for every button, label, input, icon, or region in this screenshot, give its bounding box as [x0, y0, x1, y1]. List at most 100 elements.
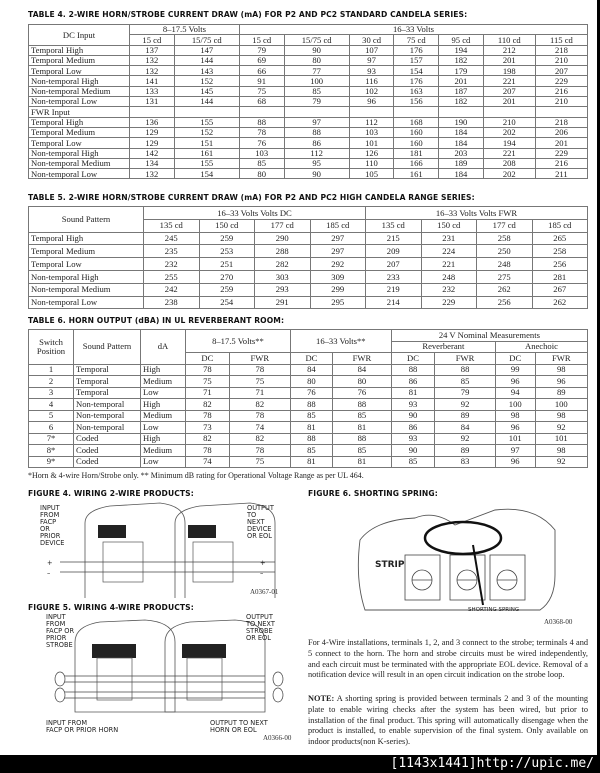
table-cell: 136	[129, 116, 175, 128]
table-cell: 101	[494, 432, 536, 445]
table-cell: 88	[390, 363, 436, 376]
table-cell: 142	[129, 147, 175, 159]
group-header: 16–33 Volts Volts FWR	[365, 206, 588, 220]
table-cell: Medium	[140, 444, 186, 457]
dc-header: DC	[185, 352, 230, 365]
table-cell: 82	[228, 398, 291, 411]
table-cell: 155	[173, 116, 240, 128]
table-cell: 93	[390, 432, 436, 445]
table-cell: 88	[238, 116, 285, 128]
table4-title: TABLE 4. 2-WIRE HORN/STROBE CURRENT DRAW…	[28, 10, 468, 19]
table-cell: 71	[185, 386, 230, 399]
table-cell: 210	[482, 116, 536, 128]
anechoic-header: Anechoic	[494, 340, 589, 353]
table-row: Temporal High 136 155 88 97 112 168 190 210 218	[28, 116, 589, 128]
row-label: Non-temporal Low	[28, 96, 130, 108]
table-cell: 98	[534, 363, 589, 376]
table-cell: 214	[365, 295, 422, 310]
table-cell: 143	[173, 65, 240, 77]
figure6-code: A0368-00	[544, 618, 573, 626]
figure4-input-label: INPUT FROM FACP OR PRIOR DEVICE	[40, 504, 65, 547]
table-cell: 144	[173, 54, 240, 67]
table-cell: High	[140, 432, 186, 445]
table-cell: 90	[390, 444, 436, 457]
figure4-output-label: OUTPUT TO NEXT DEVICE OR EOL	[247, 504, 274, 540]
table-cell: 163	[393, 85, 440, 98]
table-cell: 242	[143, 282, 200, 297]
row-label: FWR Input	[28, 106, 130, 118]
column-header: 30 cd	[348, 34, 395, 46]
table-cell: 224	[420, 244, 477, 259]
row-label: Non-temporal High	[28, 75, 130, 87]
table-cell: 85	[283, 85, 350, 98]
table-cell: Non-temporal	[73, 421, 141, 434]
volts-8-17-header: 8–17.5 Volts**	[185, 329, 291, 353]
table-cell: 129	[129, 126, 175, 139]
table-row: Temporal Low 132 143 66 77 93 154 179 198 207	[28, 65, 589, 77]
reverberant-header: Reverberant	[390, 340, 496, 353]
table-cell: 3	[28, 386, 74, 399]
table-cell: 75	[228, 375, 291, 388]
table-cell: 95	[283, 157, 350, 170]
table-cell: 76	[332, 386, 392, 399]
table-cell: 89	[534, 386, 589, 399]
table-cell: 68	[238, 96, 285, 108]
table-cell: 144	[173, 96, 240, 108]
table-cell: 255	[143, 269, 200, 284]
table-cell: 81	[390, 386, 436, 399]
nominal-header: 24 V Nominal Measurements	[390, 329, 589, 342]
table-cell: 80	[238, 168, 285, 180]
note-label: NOTE:	[308, 694, 335, 703]
table-row: Temporal High 245 259 290 297 215 231 258 265	[28, 231, 588, 246]
table-row: 1 Temporal High 78 78 84 84 88 88 99 98	[28, 363, 589, 376]
table-cell: 245	[143, 231, 200, 246]
table-cell: 168	[393, 116, 440, 128]
table-cell: 97	[283, 116, 350, 128]
table-cell: 233	[365, 269, 422, 284]
table-cell: 96	[494, 375, 536, 388]
table-cell: 248	[420, 269, 477, 284]
table-cell: 112	[283, 147, 350, 159]
table-row: Temporal Medium 132 144 69 80 97 157 182 201 210	[28, 54, 589, 67]
table-cell: 258	[476, 231, 533, 246]
column-header: 15 cd	[238, 34, 285, 46]
table-cell: 179	[438, 65, 484, 77]
column-header: 15 cd	[129, 34, 175, 46]
table-cell: 270	[198, 269, 255, 284]
table-cell: 79	[238, 44, 285, 56]
table4: DC Input 8–17.5 Volts 16–33 Volts 15 cd 15/7…	[28, 23, 589, 180]
table-cell: 156	[393, 96, 440, 108]
table-row: Non-temporal High 141 152 91 100 116 176 201 221…	[28, 75, 589, 87]
table-cell: 265	[531, 231, 588, 246]
table-cell: 207	[482, 85, 536, 98]
table-cell: 267	[531, 282, 588, 297]
table-cell: 96	[348, 96, 395, 108]
column-header: 177 cd	[476, 218, 533, 233]
table-cell: 92	[534, 421, 589, 434]
table5: Sound Pattern 16–33 Volts Volts DC 16–33 V…	[28, 206, 588, 310]
table-cell	[173, 106, 240, 118]
row-label: Non-temporal Medium	[28, 282, 144, 297]
table-cell: 190	[438, 116, 484, 128]
table-cell: 161	[173, 147, 240, 159]
table-cell: 84	[289, 363, 334, 376]
table-cell: 218	[534, 116, 589, 128]
table-cell: 202	[482, 168, 536, 180]
table-cell: 132	[129, 65, 175, 77]
table-cell: 215	[365, 231, 422, 246]
table-cell: 101	[348, 137, 395, 149]
table-cell: Medium	[140, 375, 186, 388]
table-cell: 281	[531, 269, 588, 284]
row-label: Temporal High	[28, 231, 144, 246]
table-cell: 221	[482, 75, 536, 87]
table-cell: 76	[238, 137, 285, 149]
table-cell: 74	[228, 421, 291, 434]
table-cell: 5	[28, 409, 74, 422]
table-row: 7* Coded High 82 82 88 88 93 92 101 101	[28, 432, 589, 445]
table-cell: 290	[254, 231, 311, 246]
table-cell: 98	[534, 444, 589, 457]
column-header: 150 cd	[420, 218, 477, 233]
figure4-minus-in: –	[47, 569, 51, 577]
table-cell: 90	[283, 44, 350, 56]
table-cell: 210	[534, 54, 589, 67]
